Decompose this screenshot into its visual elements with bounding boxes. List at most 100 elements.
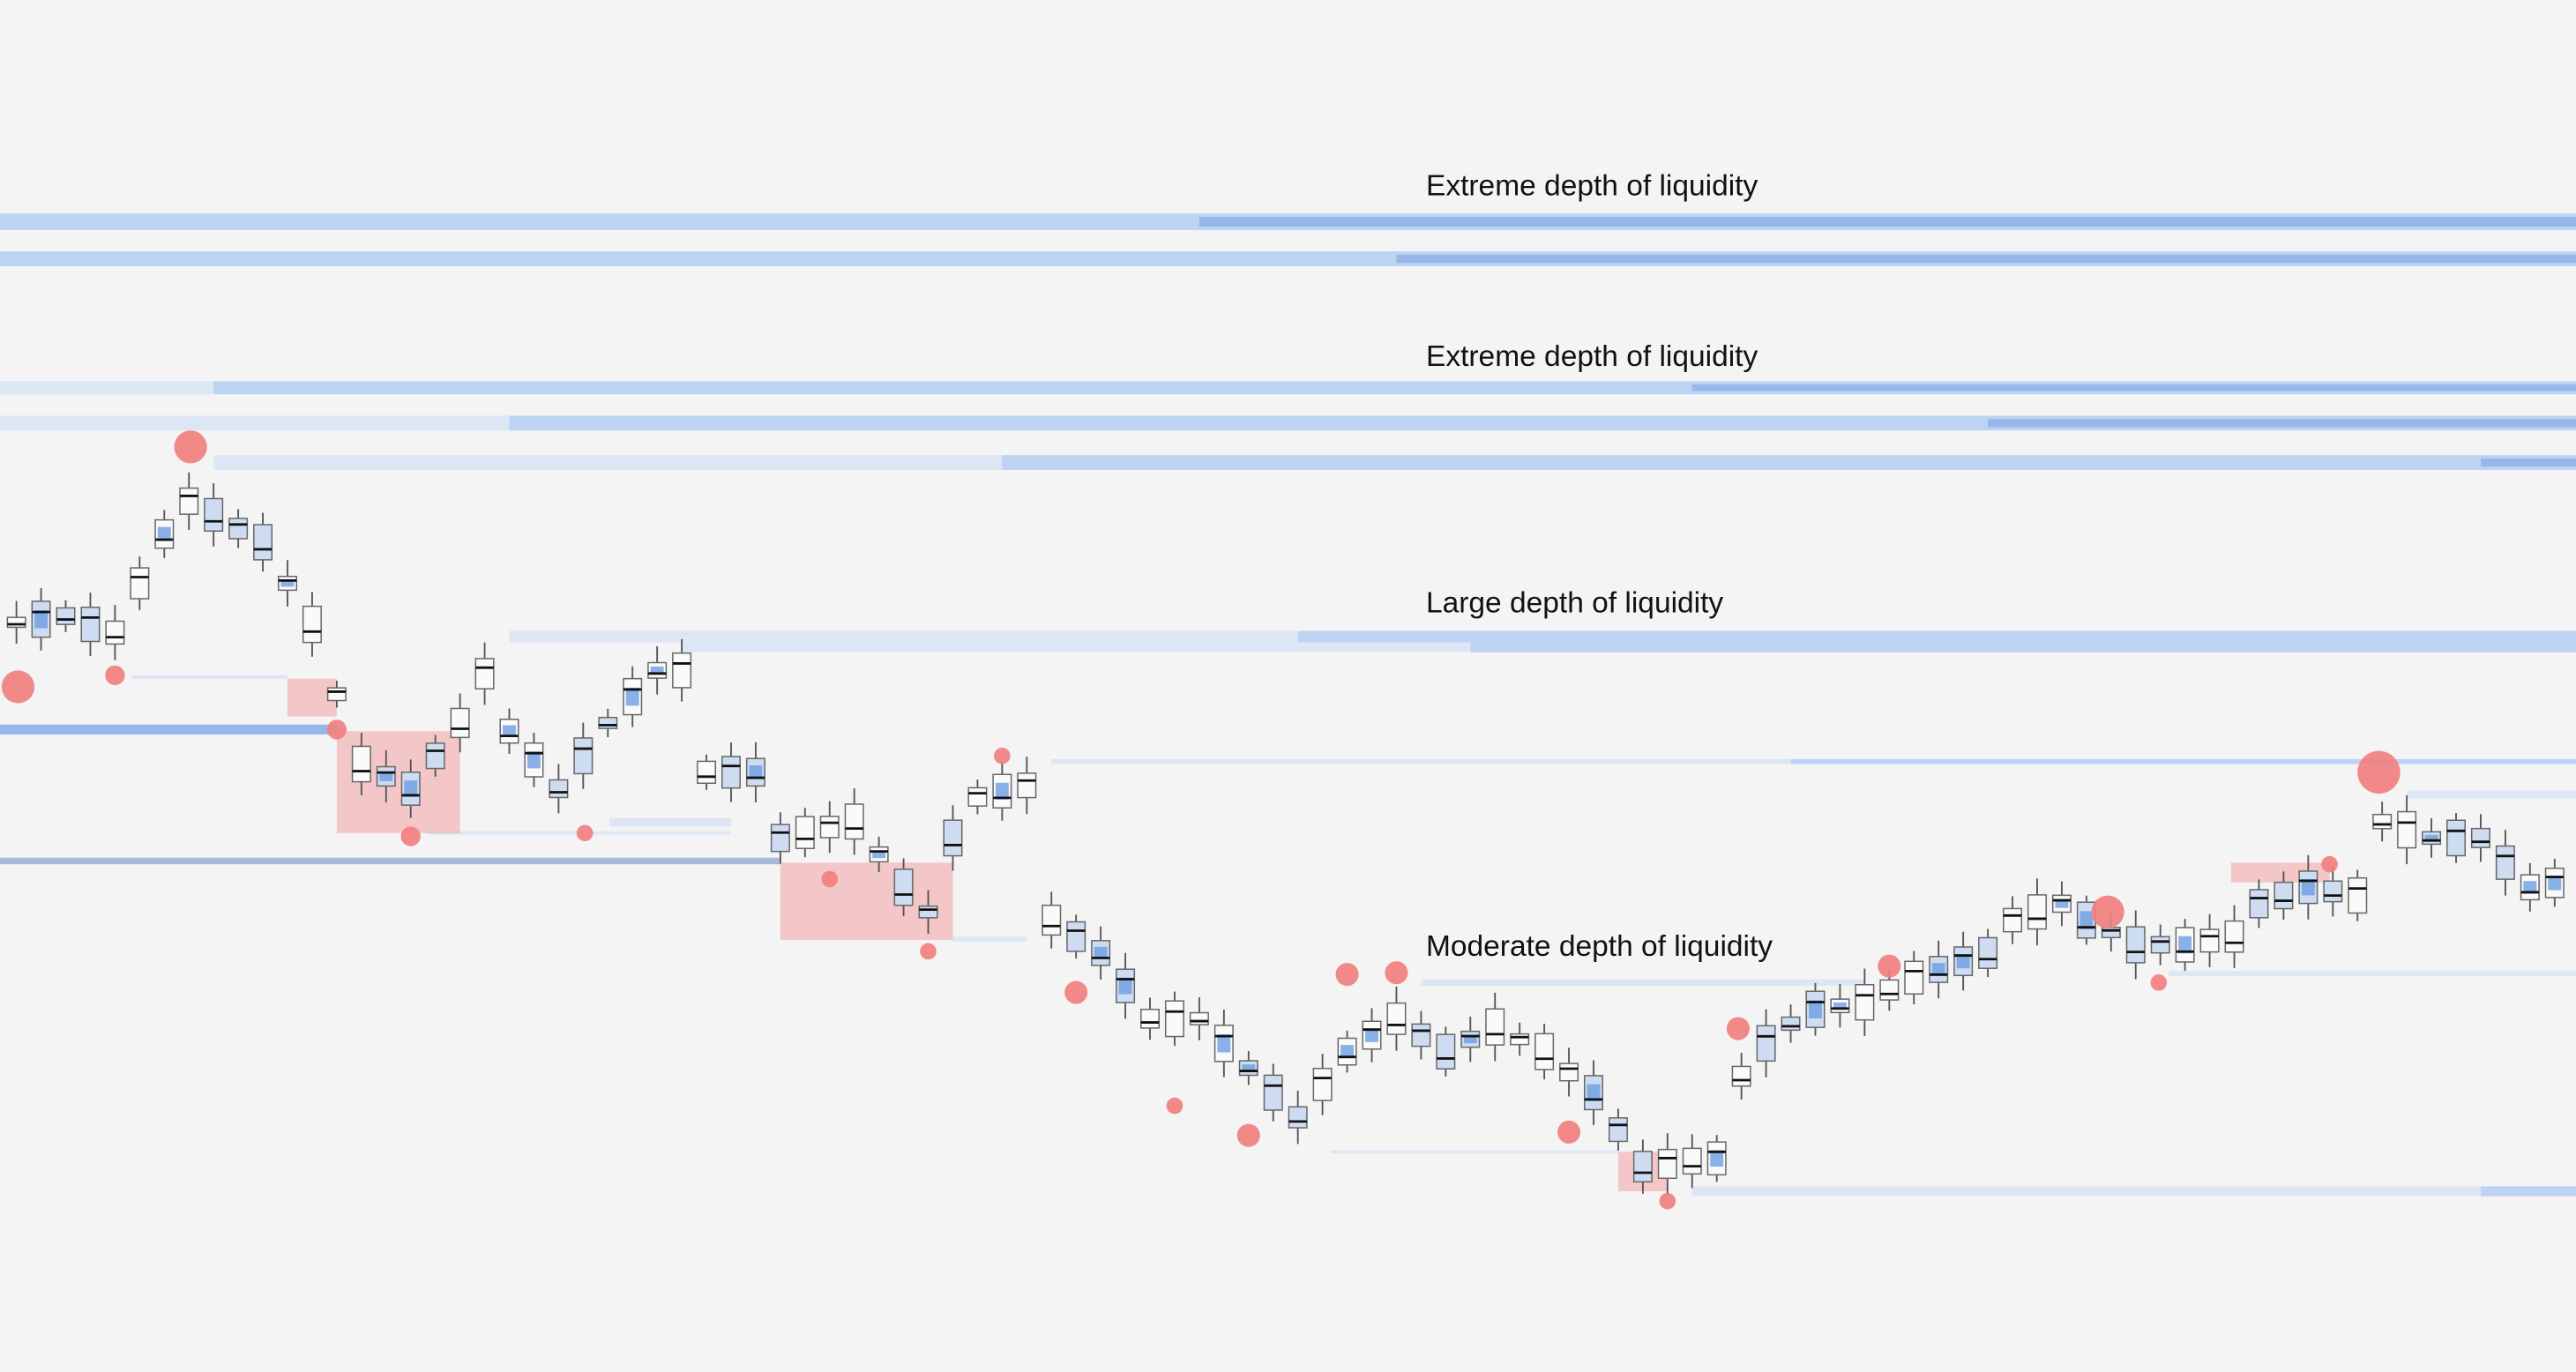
candle-body — [844, 803, 864, 840]
candle-body — [2323, 880, 2343, 903]
annotation: Extreme depth of liquidity — [1426, 340, 1758, 373]
candle-body — [2397, 810, 2417, 849]
candle-body — [1682, 1147, 1702, 1175]
liquidity-band — [1691, 1186, 2576, 1197]
candle-body — [549, 779, 569, 799]
liquidity-band — [0, 724, 337, 734]
candle-body — [179, 487, 199, 515]
volume-cluster — [2055, 899, 2069, 908]
candle-body — [2249, 889, 2269, 919]
volume-cluster — [1463, 1035, 1477, 1044]
event-dot — [1726, 1017, 1750, 1040]
volume-cluster — [2079, 911, 2094, 929]
event-dot — [1335, 962, 1359, 987]
candle-body — [253, 524, 273, 561]
event-dot — [2321, 855, 2338, 873]
event-dot — [326, 720, 347, 740]
volume-cluster — [1365, 1028, 1378, 1042]
event-dot — [576, 824, 594, 842]
event-dot — [1557, 1120, 1581, 1144]
event-dot — [2150, 974, 2168, 991]
event-dot — [1166, 1097, 1183, 1115]
volume-cluster — [1217, 1034, 1231, 1053]
liquidity-band — [0, 857, 780, 865]
candle-body — [425, 742, 445, 770]
liquidity-band — [1297, 630, 2576, 643]
event-dot — [174, 430, 207, 464]
volume-cluster — [2178, 936, 2192, 954]
volume-cluster — [749, 765, 763, 779]
event-dot — [1385, 961, 1408, 985]
volume-cluster — [503, 725, 516, 737]
candle-body — [1879, 979, 1900, 1001]
candle-body — [918, 905, 938, 919]
volume-cluster — [157, 526, 171, 541]
liquidity-band — [2169, 971, 2576, 976]
candle-body — [2027, 894, 2047, 930]
volume-cluster — [1242, 1064, 1256, 1072]
volume-cluster — [2301, 879, 2315, 896]
candle-body — [1559, 1063, 1579, 1082]
candle-body — [1386, 1002, 1407, 1035]
annotation: Extreme depth of liquidity — [1426, 169, 1758, 202]
candle-body — [943, 819, 963, 857]
event-dot — [821, 870, 839, 888]
annotation: Large depth of liquidity — [1426, 587, 1723, 620]
liquidity-band — [2480, 1186, 2576, 1197]
volume-cluster — [625, 687, 639, 706]
liquidity-band — [2480, 458, 2576, 467]
liquidity-band — [609, 818, 731, 827]
candle-body — [450, 707, 470, 739]
liquidity-band — [1790, 758, 2576, 764]
candle-body — [1855, 983, 1875, 1021]
candle-body — [967, 787, 988, 807]
candle-body — [2274, 881, 2294, 910]
zone — [780, 862, 953, 940]
candle-body — [105, 620, 125, 645]
candle-body — [598, 716, 618, 729]
candle-body — [1140, 1009, 1161, 1029]
volume-cluster — [1833, 1002, 1847, 1010]
volume-cluster — [2424, 834, 2438, 841]
volume-cluster — [34, 610, 49, 629]
volume-cluster — [1094, 946, 1108, 959]
candle-body — [795, 816, 815, 849]
liquidity-band — [1002, 455, 2576, 470]
candle-body — [1731, 1065, 1751, 1087]
candle-body — [56, 607, 76, 625]
event-dot — [1878, 954, 1901, 978]
liquidity-band — [213, 455, 1003, 470]
volume-cluster — [2523, 881, 2537, 894]
event-dot — [1, 670, 35, 704]
event-dot — [400, 826, 421, 846]
candle-body — [1288, 1106, 1308, 1129]
candle-body — [1904, 960, 1924, 995]
volume-cluster — [995, 782, 1009, 800]
candle-body — [697, 760, 717, 785]
candle-body — [2372, 813, 2393, 830]
liquidity-band — [2407, 790, 2576, 799]
event-dot — [105, 665, 125, 686]
candle-body — [2446, 819, 2467, 857]
candle-body — [80, 606, 101, 643]
candle-body — [819, 816, 840, 839]
candles — [6, 472, 2565, 1195]
candle-body — [6, 616, 26, 629]
liquidity-band — [952, 936, 1027, 942]
candle-body — [893, 869, 914, 906]
event-dot — [1659, 1192, 1676, 1210]
liquidity-band — [1691, 384, 2576, 391]
candle-body — [351, 745, 371, 783]
event-dot — [1236, 1123, 1260, 1147]
candle-body — [474, 658, 495, 690]
candle-body — [1042, 904, 1062, 936]
candle-body — [2003, 907, 2023, 933]
candle-body — [2150, 936, 2170, 954]
candle-body — [721, 756, 741, 789]
liquidity-band — [509, 630, 1298, 643]
liquidity-band — [682, 642, 1471, 652]
candle-body — [1411, 1023, 1431, 1048]
candle-body — [1066, 921, 1086, 952]
annotation: Moderate depth of liquidity — [1426, 930, 1773, 963]
liquidity-bands — [0, 213, 2576, 1197]
